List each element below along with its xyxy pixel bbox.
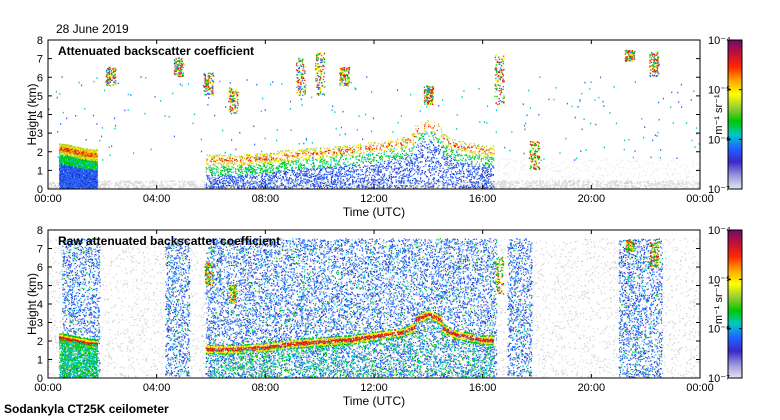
x-tick-label: 20:00 (578, 193, 606, 205)
panel-title: Attenuated backscatter coefficient (58, 44, 254, 58)
x-tick-label: 00:00 (34, 193, 62, 205)
x-tick-label: 00:00 (34, 382, 62, 394)
x-tick-label: 08:00 (252, 382, 280, 394)
panel-1: 0 1 2 3 4 5 6 7 8 00:00 04:00 08:00 12:00 16:00 20:00 0… (25, 35, 743, 219)
y-tick-label: 7 (37, 244, 43, 256)
y-tick-label: 1 (37, 165, 43, 177)
heatmap-field (48, 49, 700, 189)
x-tick-label: 00:00 (686, 382, 714, 394)
x-axis-label: Time (UTC) (343, 205, 405, 219)
x-tick-label: 16:00 (469, 382, 497, 394)
x-tick-label: 20:00 (578, 382, 606, 394)
x-tick-label: 12:00 (360, 382, 388, 394)
y-tick-label: 6 (37, 72, 43, 84)
x-tick-label: 12:00 (360, 193, 388, 205)
panel-title: Raw attenuated backscatter coefficient (58, 234, 280, 248)
y-tick-label: 8 (37, 35, 43, 47)
y-tick-label: 6 (37, 262, 43, 274)
y-tick-label: 3 (37, 318, 43, 330)
y-tick-label: 4 (37, 299, 43, 311)
y-tick-label: 7 (37, 54, 43, 66)
x-tick-label: 00:00 (686, 193, 714, 205)
y-tick-label: 2 (37, 336, 43, 348)
x-axis-label: Time (UTC) (343, 394, 405, 408)
colorbar-tick-label: 10⁻⁴ (708, 35, 731, 47)
colorbar-tick-label: 10⁻⁷ (708, 373, 730, 385)
x-tick-label: 04:00 (143, 193, 171, 205)
colorbar (727, 229, 743, 379)
y-axis-label: Height (km) (25, 83, 39, 145)
colorbar-tick-label: 10⁻⁶ (708, 324, 731, 336)
colorbar-tick-label: 10⁻⁵ (708, 274, 731, 286)
colorbar-tick-label: 10⁻⁵ (708, 85, 731, 97)
y-tick-label: 0 (37, 373, 43, 385)
colorbar-unit-label: m⁻¹ sr⁻¹ (713, 94, 725, 135)
y-tick-label: 5 (37, 281, 43, 293)
colorbar-unit-label: m⁻¹ sr⁻¹ (713, 284, 725, 325)
y-tick-label: 1 (37, 355, 43, 367)
y-tick-label: 2 (37, 147, 43, 159)
plot-frame (47, 39, 701, 190)
heatmap-field (48, 238, 700, 378)
y-tick-label: 3 (37, 128, 43, 140)
y-tick-label: 0 (37, 184, 43, 196)
x-tick-label: 08:00 (252, 193, 280, 205)
colorbar-tick-label: 10⁻⁴ (708, 225, 731, 237)
colorbar-tick-label: 10⁻⁶ (708, 134, 731, 146)
y-tick-label: 8 (37, 225, 43, 237)
x-tick-label: 04:00 (143, 382, 171, 394)
footer-label: Sodankyla CT25K ceilometer (4, 402, 169, 416)
panel-2: 0 1 2 3 4 5 6 7 8 00:00 04:00 08:00 12:00 16:00 20:00 0… (25, 225, 743, 408)
date-label: 28 June 2019 (56, 22, 129, 36)
y-tick-label: 5 (37, 91, 43, 103)
y-axis-label: Height (km) (25, 273, 39, 335)
colorbar-tick-label: 10⁻⁷ (708, 184, 730, 196)
y-tick-label: 4 (37, 110, 43, 122)
colorbar (727, 39, 743, 190)
x-tick-label: 16:00 (469, 193, 497, 205)
